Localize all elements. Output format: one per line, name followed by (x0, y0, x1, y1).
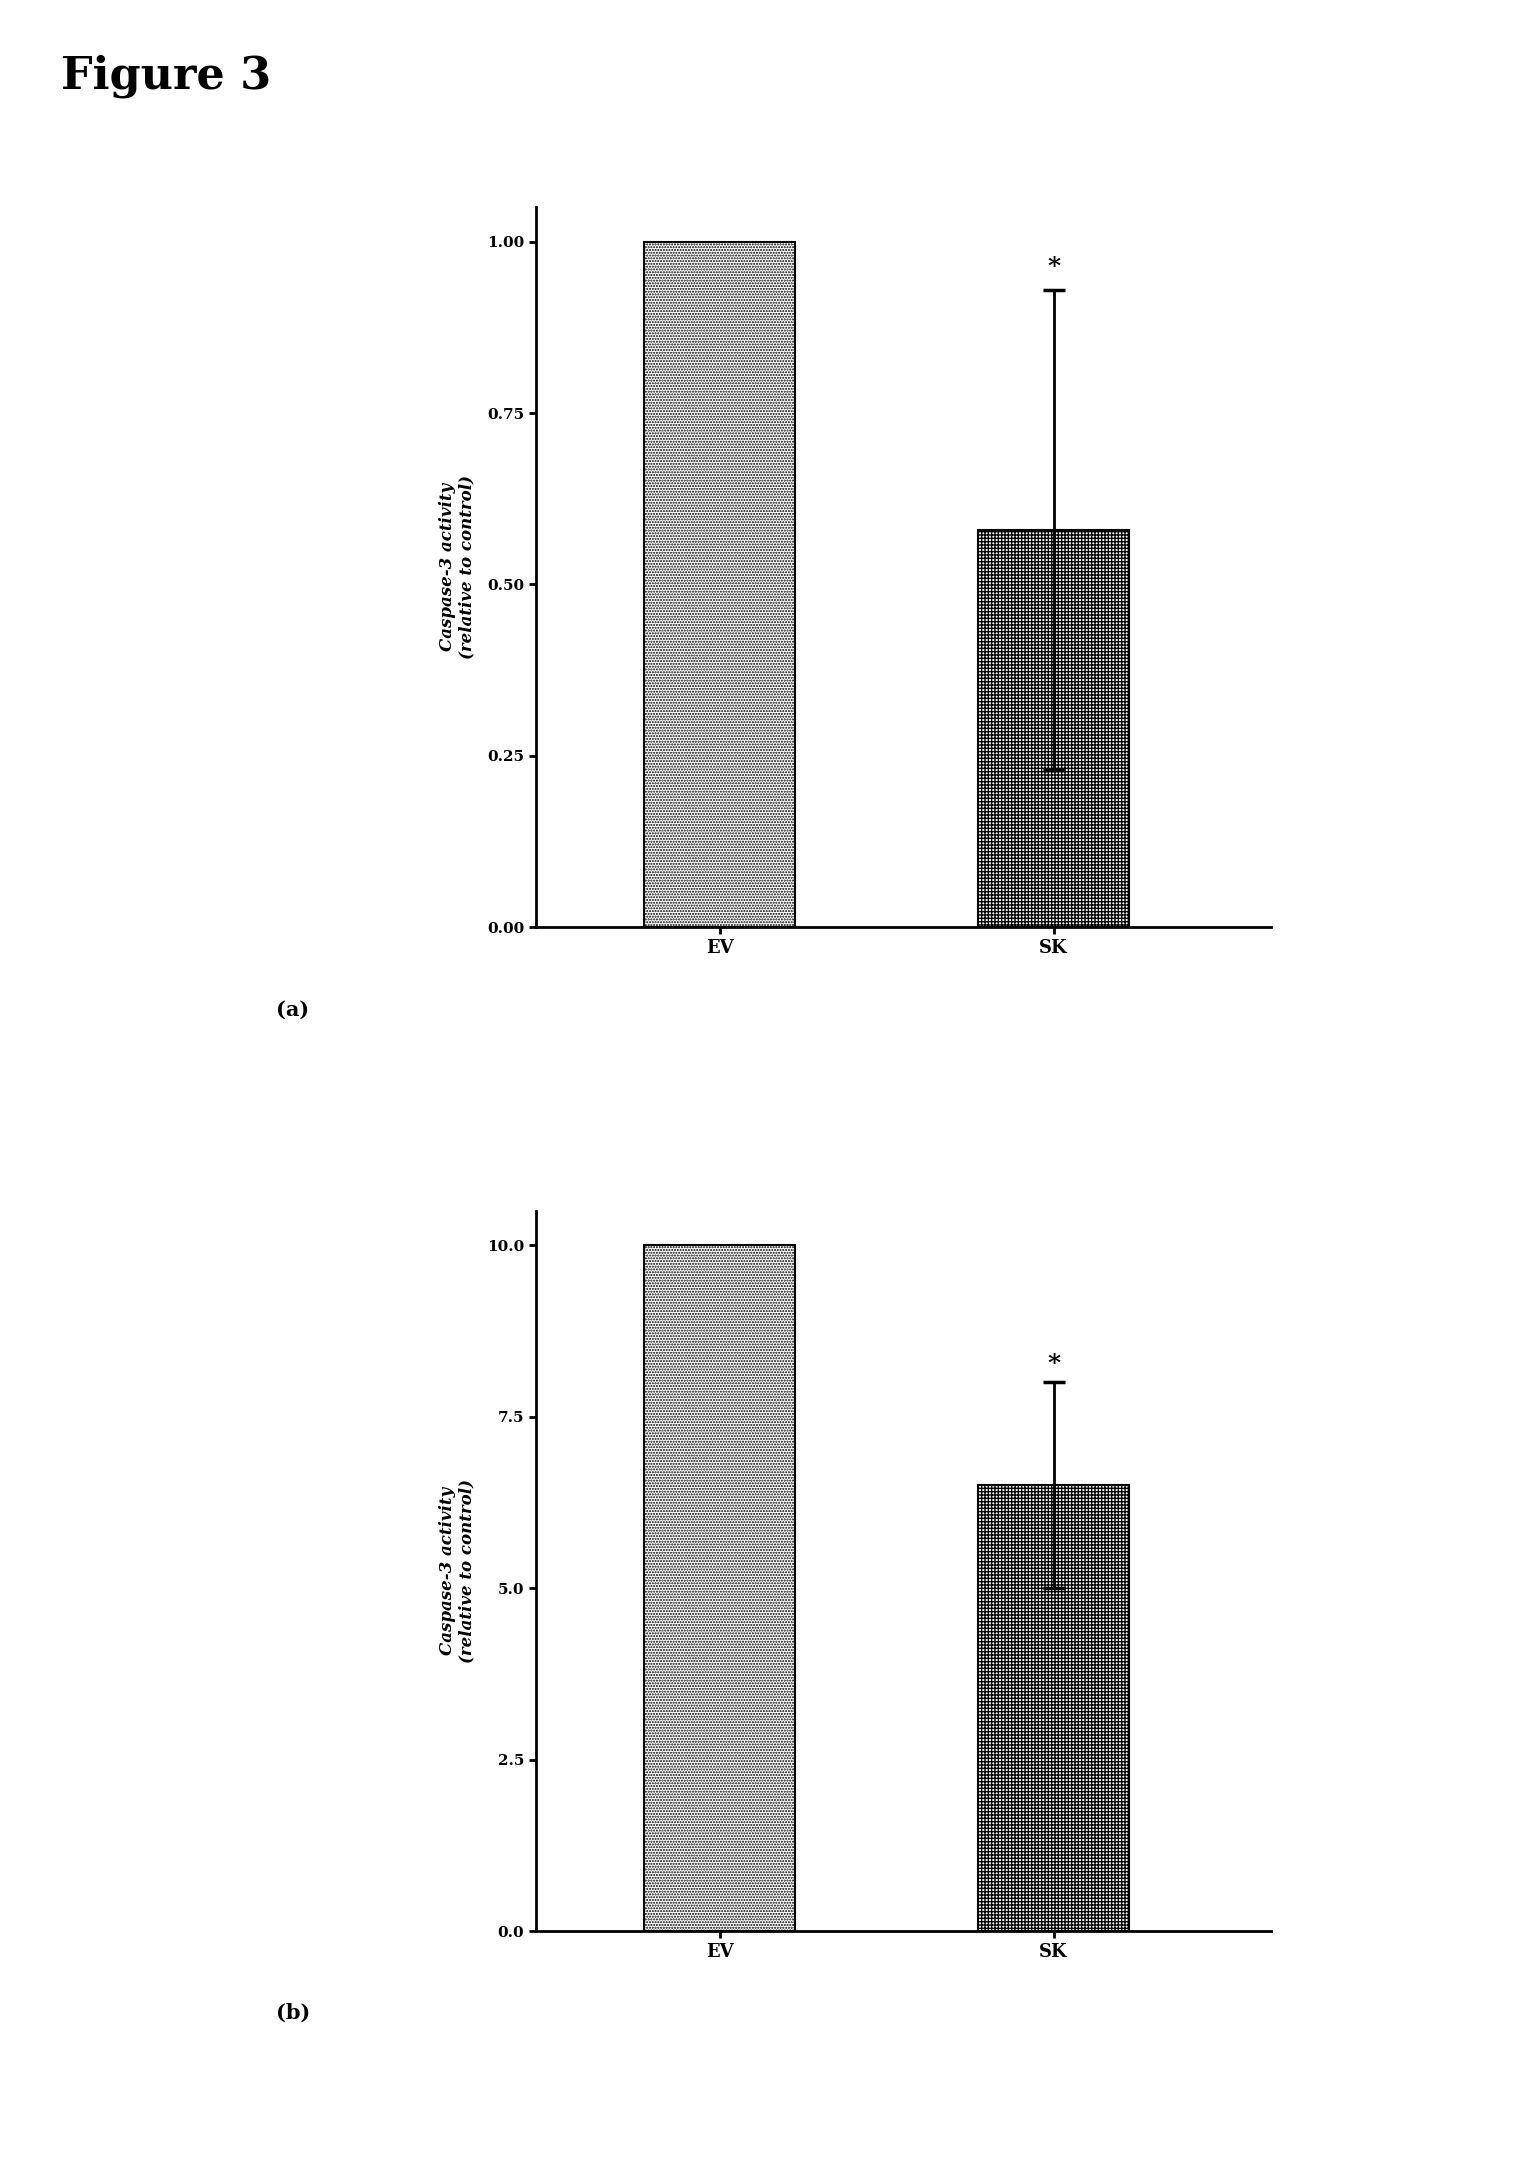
Y-axis label: Caspase-3 activity
(relative to control): Caspase-3 activity (relative to control) (439, 476, 476, 659)
Text: *: * (1047, 255, 1059, 279)
Bar (978, 530, 1128, 927)
Text: *: * (1047, 1351, 1059, 1375)
Bar (645, 242, 795, 927)
Text: (b): (b) (276, 2003, 309, 2023)
Text: Figure 3: Figure 3 (61, 55, 271, 98)
Text: (a): (a) (276, 999, 309, 1019)
Bar (978, 1486, 1128, 1931)
Y-axis label: Caspase-3 activity
(relative to control): Caspase-3 activity (relative to control) (439, 1479, 476, 1663)
Bar (645, 1246, 795, 1931)
